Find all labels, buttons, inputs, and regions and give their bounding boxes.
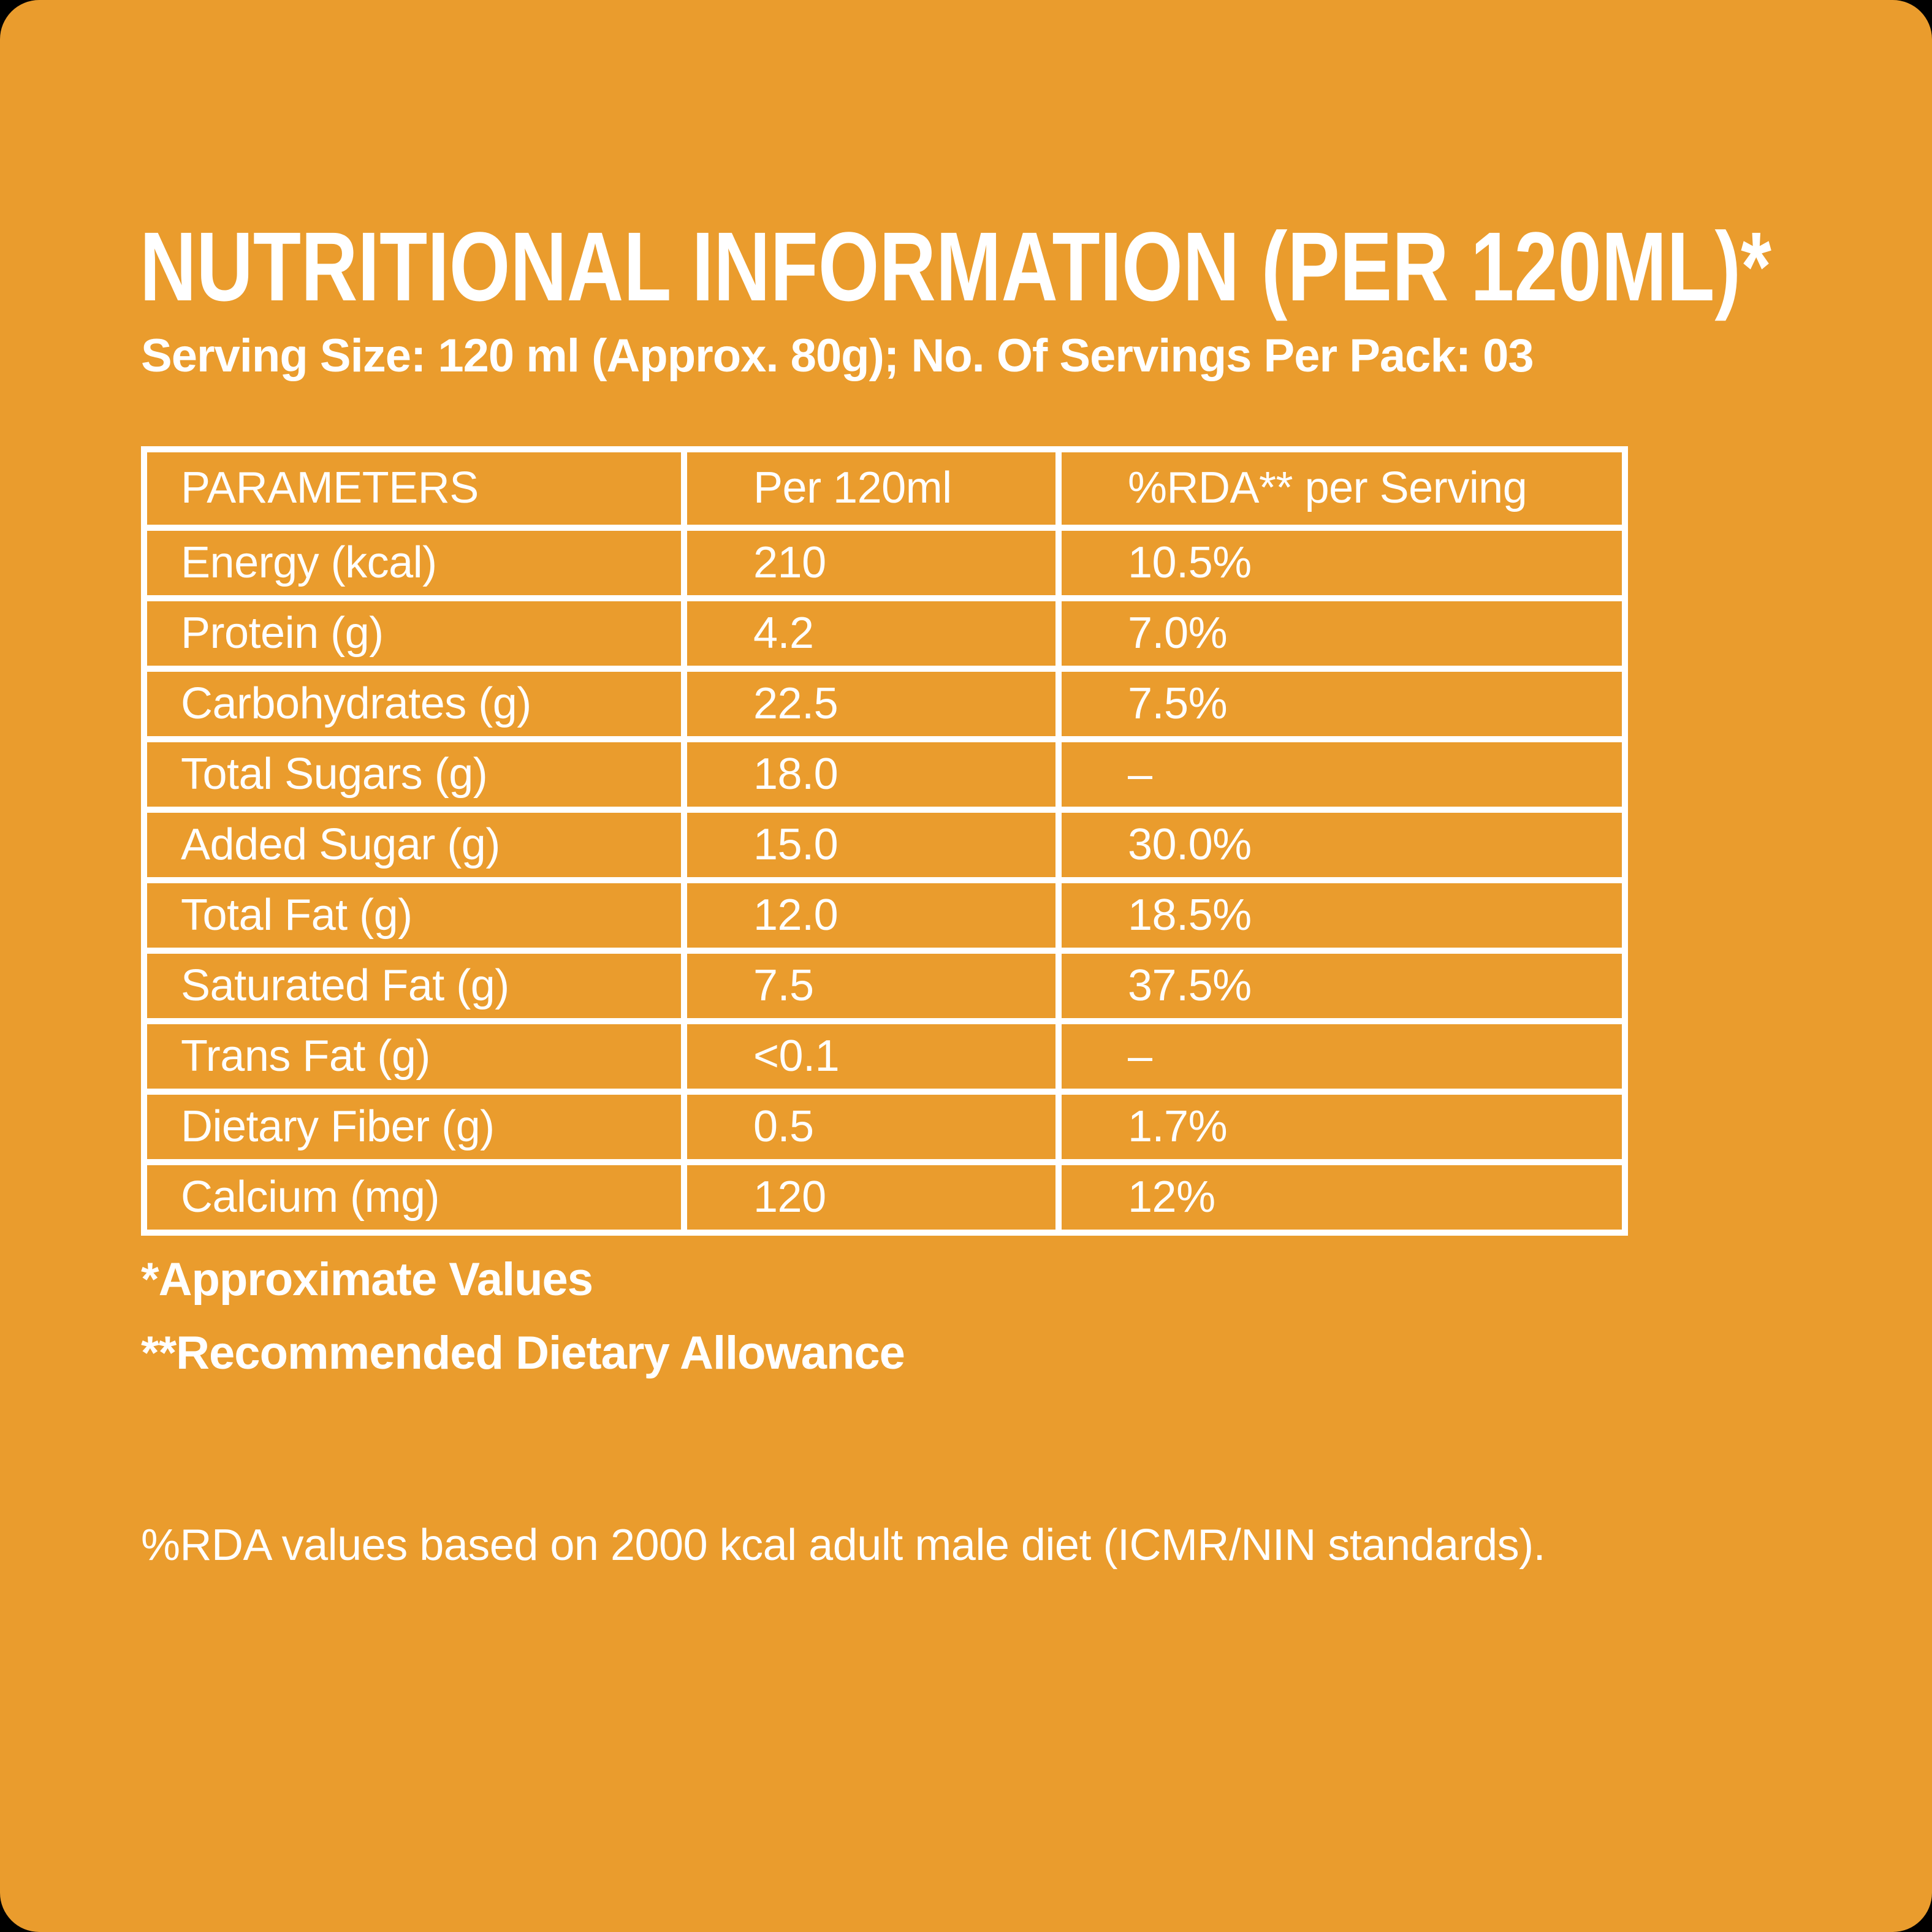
rda-cell: 1.7% [1055,1089,1628,1165]
table-row: Energy (kcal) 210 10.5% [141,525,1628,601]
parameter-cell: Energy (kcal) [141,525,687,601]
rda-cell: 37.5% [1055,948,1628,1024]
table-row: Added Sugar (g) 15.0 30.0% [141,807,1628,883]
table-row: Trans Fat (g) <0.1 – [141,1018,1628,1095]
table-row: Protein (g) 4.2 7.0% [141,595,1628,672]
footnote-approximate-values: *Approximate Values [141,1253,593,1306]
table-row: Total Sugars (g) 18.0 – [141,736,1628,813]
footnotes: *Approximate Values **Recommended Dietar… [141,1243,905,1390]
per-120ml-cell: 4.2 [681,595,1062,672]
column-header-parameters: PARAMETERS [141,446,687,531]
nutrition-table: PARAMETERS Per 120ml %RDA** per Serving … [141,446,1628,1236]
table-row: Calcium (mg) 120 12% [141,1159,1628,1236]
rda-cell: 7.0% [1055,595,1628,672]
serving-size-line: Serving Size: 120 ml (Approx. 80g); No. … [141,330,1534,382]
page-title: NUTRITIONAL INFORMATION (PER 120ML)* [140,211,1771,321]
rda-cell: 10.5% [1055,525,1628,601]
rda-cell: 7.5% [1055,666,1628,742]
parameter-cell: Saturated Fat (g) [141,948,687,1024]
table-row: Carbohydrates (g) 22.5 7.5% [141,666,1628,742]
parameter-cell: Calcium (mg) [141,1159,687,1236]
table-header-row: PARAMETERS Per 120ml %RDA** per Serving [141,446,1628,531]
per-120ml-cell: 0.5 [681,1089,1062,1165]
column-header-rda-per-serving: %RDA** per Serving [1055,446,1628,531]
rda-cell: – [1055,736,1628,813]
per-120ml-cell: <0.1 [681,1018,1062,1095]
parameter-cell: Added Sugar (g) [141,807,687,883]
parameter-cell: Protein (g) [141,595,687,672]
table-row: Dietary Fiber (g) 0.5 1.7% [141,1089,1628,1165]
rda-cell: 12% [1055,1159,1628,1236]
parameter-cell: Total Sugars (g) [141,736,687,813]
parameter-cell: Trans Fat (g) [141,1018,687,1095]
column-header-per-120ml: Per 120ml [681,446,1062,531]
per-120ml-cell: 7.5 [681,948,1062,1024]
per-120ml-cell: 120 [681,1159,1062,1236]
per-120ml-cell: 15.0 [681,807,1062,883]
per-120ml-cell: 210 [681,525,1062,601]
per-120ml-cell: 22.5 [681,666,1062,742]
table-row: Saturated Fat (g) 7.5 37.5% [141,948,1628,1024]
table-row: Total Fat (g) 12.0 18.5% [141,877,1628,954]
per-120ml-cell: 12.0 [681,877,1062,954]
rda-cell: 18.5% [1055,877,1628,954]
parameter-cell: Dietary Fiber (g) [141,1089,687,1165]
rda-cell: 30.0% [1055,807,1628,883]
per-120ml-cell: 18.0 [681,736,1062,813]
rda-basis-note: %RDA values based on 2000 kcal adult mal… [141,1521,1546,1570]
footnote-recommended-dietary-allowance: **Recommended Dietary Allowance [141,1327,905,1379]
rda-cell: – [1055,1018,1628,1095]
parameter-cell: Carbohydrates (g) [141,666,687,742]
parameter-cell: Total Fat (g) [141,877,687,954]
